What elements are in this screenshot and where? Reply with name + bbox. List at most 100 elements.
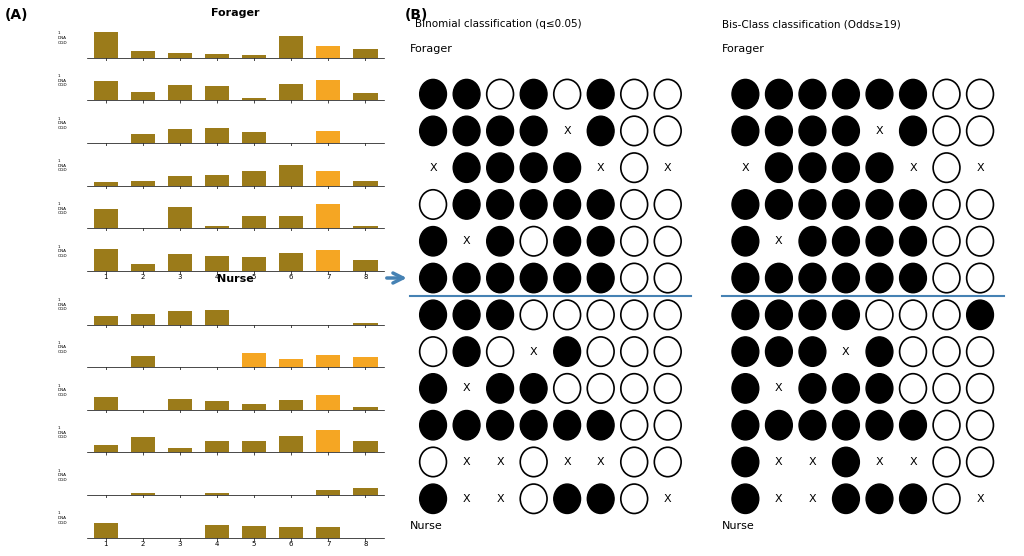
Bar (168, 448, 191, 453)
Bar (353, 488, 378, 495)
Circle shape (732, 80, 759, 109)
Circle shape (933, 410, 959, 440)
Text: X: X (664, 163, 672, 173)
Circle shape (588, 410, 614, 440)
Circle shape (554, 80, 581, 109)
Bar (242, 216, 266, 228)
Circle shape (486, 300, 513, 330)
Circle shape (933, 190, 959, 219)
Circle shape (900, 484, 927, 514)
Text: X: X (775, 457, 782, 467)
Circle shape (866, 80, 893, 109)
Text: 1
DNA
OGD: 1 DNA OGD (57, 159, 67, 172)
Bar (316, 395, 340, 410)
Circle shape (420, 410, 446, 440)
Bar (280, 253, 303, 271)
Circle shape (799, 226, 825, 256)
Circle shape (866, 337, 893, 366)
Bar (242, 354, 266, 367)
Circle shape (654, 447, 681, 476)
Bar (205, 54, 229, 58)
Text: X: X (463, 384, 470, 394)
Circle shape (486, 80, 513, 109)
Circle shape (554, 300, 581, 330)
Circle shape (732, 374, 759, 403)
Circle shape (420, 116, 446, 146)
Text: X: X (775, 384, 782, 394)
Circle shape (833, 410, 859, 440)
Circle shape (654, 410, 681, 440)
Circle shape (486, 153, 513, 182)
Bar (93, 32, 118, 58)
Bar (316, 355, 340, 367)
Circle shape (799, 374, 825, 403)
Circle shape (799, 116, 825, 146)
Bar (316, 46, 340, 58)
Circle shape (486, 374, 513, 403)
Text: X: X (597, 163, 604, 173)
Bar (93, 445, 118, 453)
Circle shape (900, 374, 927, 403)
Bar (205, 310, 229, 325)
Circle shape (933, 337, 959, 366)
Circle shape (866, 300, 893, 330)
Circle shape (621, 337, 647, 366)
Circle shape (933, 484, 959, 514)
Circle shape (621, 374, 647, 403)
Circle shape (866, 190, 893, 219)
Circle shape (454, 190, 480, 219)
Bar (316, 250, 340, 271)
Bar (280, 84, 303, 100)
Circle shape (967, 264, 993, 293)
Text: Nurse: Nurse (410, 521, 442, 531)
Circle shape (900, 300, 927, 330)
Circle shape (420, 264, 446, 293)
Circle shape (766, 190, 793, 219)
Bar (316, 204, 340, 228)
Circle shape (654, 264, 681, 293)
Circle shape (799, 337, 825, 366)
Bar (242, 404, 266, 410)
Circle shape (967, 410, 993, 440)
Circle shape (486, 264, 513, 293)
Circle shape (900, 190, 927, 219)
Circle shape (732, 226, 759, 256)
Circle shape (454, 153, 480, 182)
Circle shape (732, 264, 759, 293)
Circle shape (799, 190, 825, 219)
Circle shape (732, 447, 759, 476)
Bar (168, 206, 191, 228)
Bar (205, 401, 229, 410)
Text: 1
DNA
OGD: 1 DNA OGD (57, 202, 67, 215)
Bar (168, 53, 191, 58)
Text: 1
DNA
OGD: 1 DNA OGD (57, 31, 67, 44)
Circle shape (420, 447, 446, 476)
Text: (A): (A) (5, 8, 29, 22)
Circle shape (454, 300, 480, 330)
Circle shape (520, 190, 547, 219)
Bar (280, 436, 303, 453)
Circle shape (933, 374, 959, 403)
Bar (93, 81, 118, 100)
Circle shape (866, 374, 893, 403)
Circle shape (833, 116, 859, 146)
Circle shape (454, 410, 480, 440)
Text: Nurse: Nurse (722, 521, 755, 531)
Circle shape (799, 153, 825, 182)
Circle shape (554, 264, 581, 293)
Circle shape (766, 80, 793, 109)
Circle shape (799, 264, 825, 293)
Circle shape (588, 190, 614, 219)
Circle shape (621, 300, 647, 330)
Circle shape (454, 264, 480, 293)
Text: X: X (775, 494, 782, 504)
Text: 1
DNA
OGD: 1 DNA OGD (57, 384, 67, 397)
Circle shape (486, 190, 513, 219)
Circle shape (454, 337, 480, 366)
Circle shape (967, 374, 993, 403)
Text: 1
DNA
OGD: 1 DNA OGD (57, 245, 67, 258)
Circle shape (766, 300, 793, 330)
Bar (316, 430, 340, 453)
Circle shape (766, 116, 793, 146)
Bar (316, 80, 340, 100)
